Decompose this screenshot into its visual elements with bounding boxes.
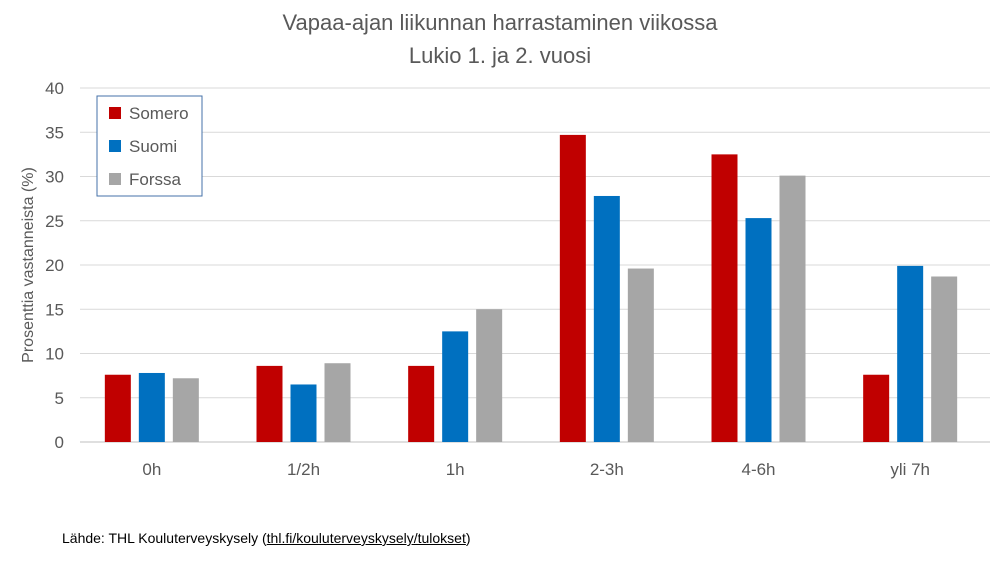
- y-tick-label: 20: [45, 256, 64, 275]
- y-tick-label: 25: [45, 212, 64, 231]
- bar-somero-4: [711, 154, 738, 442]
- legend-swatch-suomi: [109, 140, 121, 152]
- bar-suomi-1: [290, 384, 317, 442]
- bar-somero-1: [256, 365, 283, 442]
- bar-suomi-4: [745, 218, 772, 442]
- source-prefix: Lähde: THL Kouluterveyskysely (: [62, 530, 267, 546]
- bar-forssa-5: [931, 276, 958, 442]
- x-tick-label: 4-6h: [741, 460, 775, 479]
- bar-somero-2: [408, 365, 435, 442]
- y-tick-label: 5: [55, 389, 64, 408]
- source-link[interactable]: thl.fi/kouluterveyskysely/tulokset: [266, 530, 466, 546]
- bar-forssa-3: [627, 268, 654, 442]
- y-tick-label: 15: [45, 300, 64, 319]
- x-tick-label: 0h: [142, 460, 161, 479]
- x-tick-label: 1/2h: [287, 460, 320, 479]
- bar-suomi-5: [897, 265, 924, 442]
- source-note: Lähde: THL Kouluterveyskysely (thl.fi/ko…: [62, 530, 471, 546]
- y-tick-label: 0: [55, 433, 64, 452]
- y-tick-label: 40: [45, 79, 64, 98]
- bar-somero-3: [559, 134, 586, 442]
- x-tick-label: yli 7h: [890, 460, 930, 479]
- legend-label-suomi: Suomi: [129, 137, 177, 156]
- x-tick-label: 2-3h: [590, 460, 624, 479]
- legend-swatch-forssa: [109, 173, 121, 185]
- bar-suomi-3: [593, 195, 620, 442]
- bar-forssa-2: [476, 309, 503, 442]
- bar-somero-0: [104, 374, 131, 442]
- y-tick-label: 35: [45, 123, 64, 142]
- y-axis-label: Prosenttia vastanneista (%): [20, 167, 37, 363]
- source-suffix: ): [465, 530, 471, 546]
- bar-forssa-0: [172, 378, 199, 442]
- y-tick-label: 10: [45, 345, 64, 364]
- bar-somero-5: [863, 374, 890, 442]
- legend-label-somero: Somero: [129, 104, 189, 123]
- bar-forssa-4: [779, 175, 806, 443]
- chart-title: Vapaa-ajan liikunnan harrastaminen viiko…: [282, 10, 718, 35]
- bar-forssa-1: [324, 363, 351, 442]
- x-tick-label: 1h: [446, 460, 465, 479]
- legend-label-forssa: Forssa: [129, 170, 182, 189]
- y-tick-label: 30: [45, 168, 64, 187]
- bar-suomi-0: [138, 372, 165, 442]
- chart-subtitle: Lukio 1. ja 2. vuosi: [408, 43, 592, 68]
- bar-suomi-2: [442, 331, 469, 442]
- legend-swatch-somero: [109, 107, 121, 119]
